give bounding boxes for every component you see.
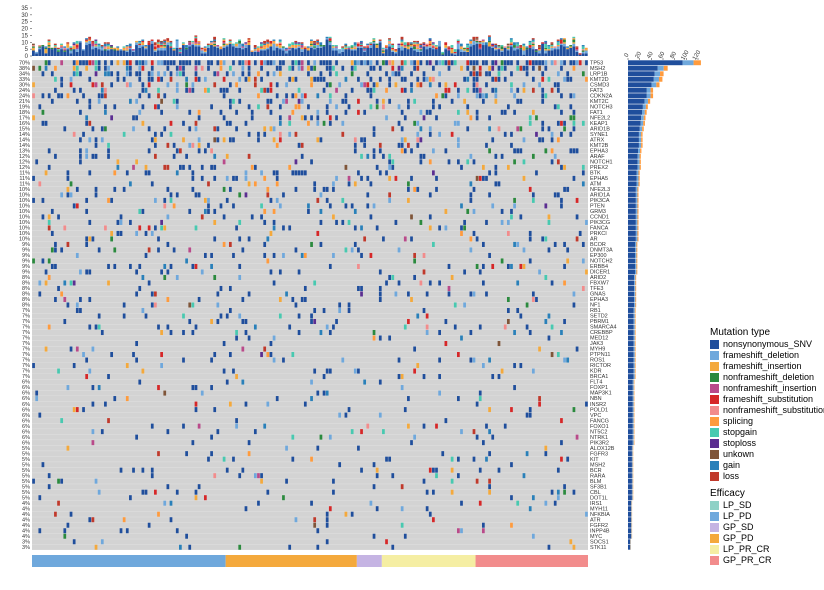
svg-text:LP_PD: LP_PD bbox=[723, 511, 752, 521]
svg-text:gain: gain bbox=[723, 460, 740, 470]
svg-text:nonsynonymous_SNV: nonsynonymous_SNV bbox=[723, 339, 812, 349]
svg-text:20: 20 bbox=[21, 27, 28, 33]
svg-text:stopgain: stopgain bbox=[723, 427, 757, 437]
svg-text:GP_SD: GP_SD bbox=[723, 522, 754, 532]
svg-text:40: 40 bbox=[646, 51, 655, 60]
svg-text:frameshift_deletion: frameshift_deletion bbox=[723, 350, 799, 360]
svg-text:GP_PR_CR: GP_PR_CR bbox=[723, 555, 772, 565]
svg-text:0: 0 bbox=[624, 52, 631, 58]
svg-text:0: 0 bbox=[25, 54, 29, 60]
svg-text:LP_PR_CR: LP_PR_CR bbox=[723, 544, 770, 554]
legend: Mutation typenonsynonymous_SNVframeshift… bbox=[710, 327, 824, 565]
svg-text:frameshift_insertion: frameshift_insertion bbox=[723, 361, 802, 371]
svg-text:100: 100 bbox=[680, 49, 691, 61]
svg-text:20: 20 bbox=[635, 51, 644, 60]
svg-text:Efficacy: Efficacy bbox=[710, 488, 745, 499]
svg-text:10: 10 bbox=[21, 40, 28, 46]
efficacy-annotation-bar bbox=[32, 555, 588, 567]
svg-text:3%: 3% bbox=[22, 545, 30, 551]
svg-text:60: 60 bbox=[658, 51, 667, 60]
svg-text:unkown: unkown bbox=[723, 449, 754, 459]
svg-text:LP_SD: LP_SD bbox=[723, 500, 752, 510]
svg-text:35: 35 bbox=[21, 6, 28, 12]
svg-text:Mutation type: Mutation type bbox=[710, 327, 770, 338]
svg-text:GP_PD: GP_PD bbox=[723, 533, 754, 543]
svg-text:80: 80 bbox=[670, 51, 679, 60]
svg-text:120: 120 bbox=[692, 49, 703, 61]
svg-text:stoploss: stoploss bbox=[723, 438, 757, 448]
right-gene-barchart: 0 20406080100120 bbox=[624, 49, 703, 550]
svg-text:15: 15 bbox=[21, 33, 28, 39]
top-sample-barchart: 05101520253035 bbox=[21, 6, 587, 60]
svg-text:loss: loss bbox=[723, 471, 740, 481]
svg-text:nonframeshift_deletion: nonframeshift_deletion bbox=[723, 372, 814, 382]
svg-text:30: 30 bbox=[21, 13, 28, 19]
svg-text:5: 5 bbox=[25, 47, 29, 53]
pct-labels: 70%38%34%33%30%24%24%21%19%18%17%16%15%1… bbox=[19, 60, 30, 550]
mutation-heatmap bbox=[32, 60, 588, 550]
svg-text:splicing: splicing bbox=[723, 416, 753, 426]
gene-labels: TP53MSH2LRP1BKMT2DCSMD3FAT3CDKN2AKMT2CNO… bbox=[590, 60, 617, 550]
svg-text:STK11: STK11 bbox=[590, 545, 606, 551]
svg-text:nonframeshift_substitution: nonframeshift_substitution bbox=[723, 405, 824, 415]
svg-text:25: 25 bbox=[21, 20, 28, 26]
svg-text:frameshift_substitution: frameshift_substitution bbox=[723, 394, 813, 404]
svg-text:nonframeshift_insertion: nonframeshift_insertion bbox=[723, 383, 817, 393]
